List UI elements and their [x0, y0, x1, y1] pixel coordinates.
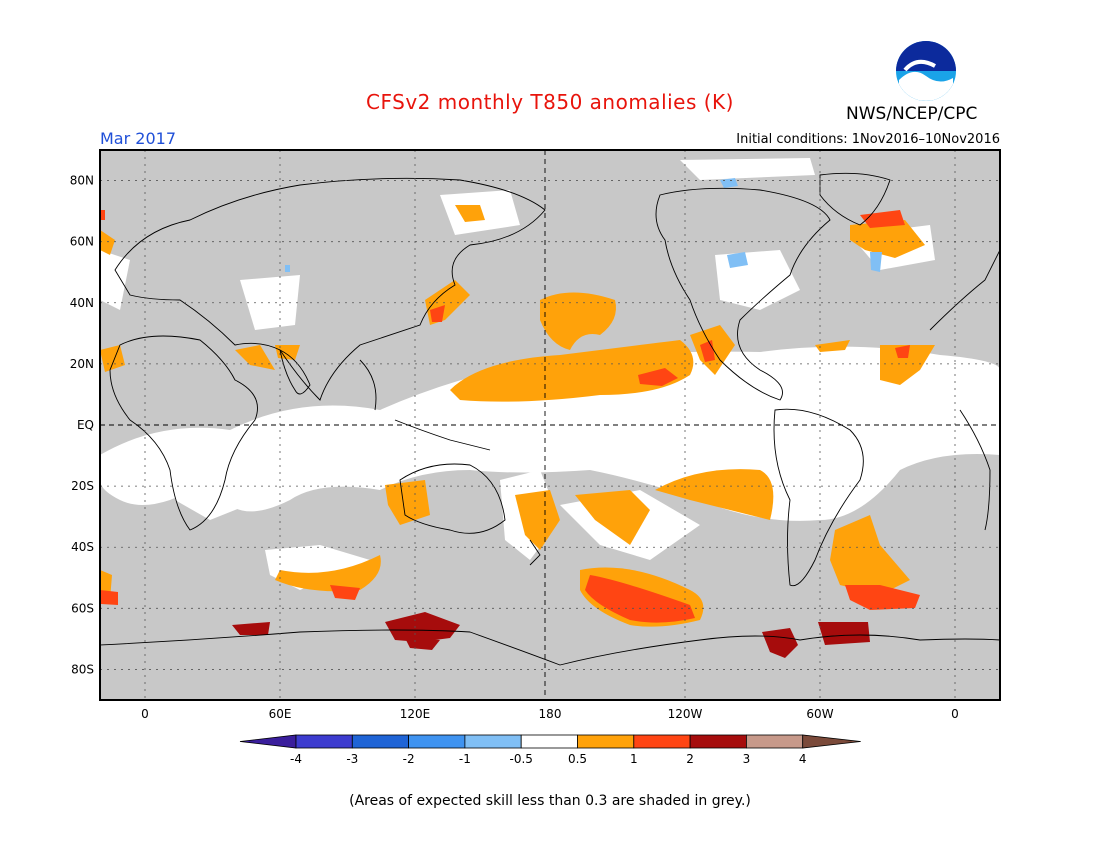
colorbar-tick-label: 4: [799, 752, 807, 766]
colorbar-tick-label: 1: [630, 752, 638, 766]
colorbar-segment: [633, 734, 691, 749]
initial-conditions: Initial conditions: 1Nov2016–10Nov2016: [736, 132, 1000, 147]
coastlines: [101, 172, 1000, 666]
lat-tick-label: 20S: [71, 479, 94, 493]
lat-tick-label: 60S: [71, 601, 94, 615]
map-frame: [99, 149, 1001, 701]
skill-footnote: (Areas of expected skill less than 0.3 a…: [349, 793, 751, 809]
lat-tick-label: 40S: [71, 540, 94, 554]
colorbar-segment: [689, 734, 747, 749]
colorbar-arrow-left: [239, 734, 297, 749]
lon-tick-label: 180: [539, 707, 562, 721]
darkred-regions: [232, 612, 870, 658]
colorbar-tick-label: 3: [743, 752, 751, 766]
colorbar-segment: [295, 734, 353, 749]
lat-tick-label: 60N: [70, 235, 94, 249]
lat-tick-label: 40N: [70, 296, 94, 310]
lon-tick-label: 120W: [668, 707, 703, 721]
lon-tick-label: 0: [951, 707, 959, 721]
colorbar-arrow-right: [802, 734, 861, 749]
colorbar-tick-label: -4: [290, 752, 302, 766]
colorbar-tick-label: 2: [686, 752, 694, 766]
colorbar: [239, 734, 861, 749]
colorbar-tick-label: -1: [459, 752, 471, 766]
colorbar-tick-label: -3: [346, 752, 358, 766]
colorbar-segment: [351, 734, 409, 749]
lat-tick-label: 20N: [70, 357, 94, 371]
lat-tick-label: 80N: [70, 174, 94, 188]
colorbar-tick-label: 0.5: [568, 752, 587, 766]
orange-regions: [101, 205, 935, 627]
lat-tick-label: EQ: [77, 418, 94, 432]
lon-tick-label: 60E: [269, 707, 292, 721]
lat-tick-label: 80S: [71, 662, 94, 676]
lon-tick-label: 120E: [400, 707, 431, 721]
colorbar-tick-label: -2: [403, 752, 415, 766]
colorbar-segment: [408, 734, 466, 749]
lon-tick-label: 60W: [806, 707, 833, 721]
colorbar-segment: [520, 734, 578, 749]
colorbar-tick-label: -0.5: [509, 752, 532, 766]
colorbar-segment: [746, 734, 804, 749]
lon-tick-label: 0: [141, 707, 149, 721]
noaa-logo: [895, 40, 957, 102]
forecast-month: Mar 2017: [100, 129, 176, 148]
colorbar-segment: [464, 734, 522, 749]
red-regions: [101, 210, 920, 623]
org-label: NWS/NCEP/CPC: [846, 104, 978, 124]
chart-title: CFSv2 monthly T850 anomalies (K): [366, 90, 734, 114]
colorbar-segment: [577, 734, 635, 749]
